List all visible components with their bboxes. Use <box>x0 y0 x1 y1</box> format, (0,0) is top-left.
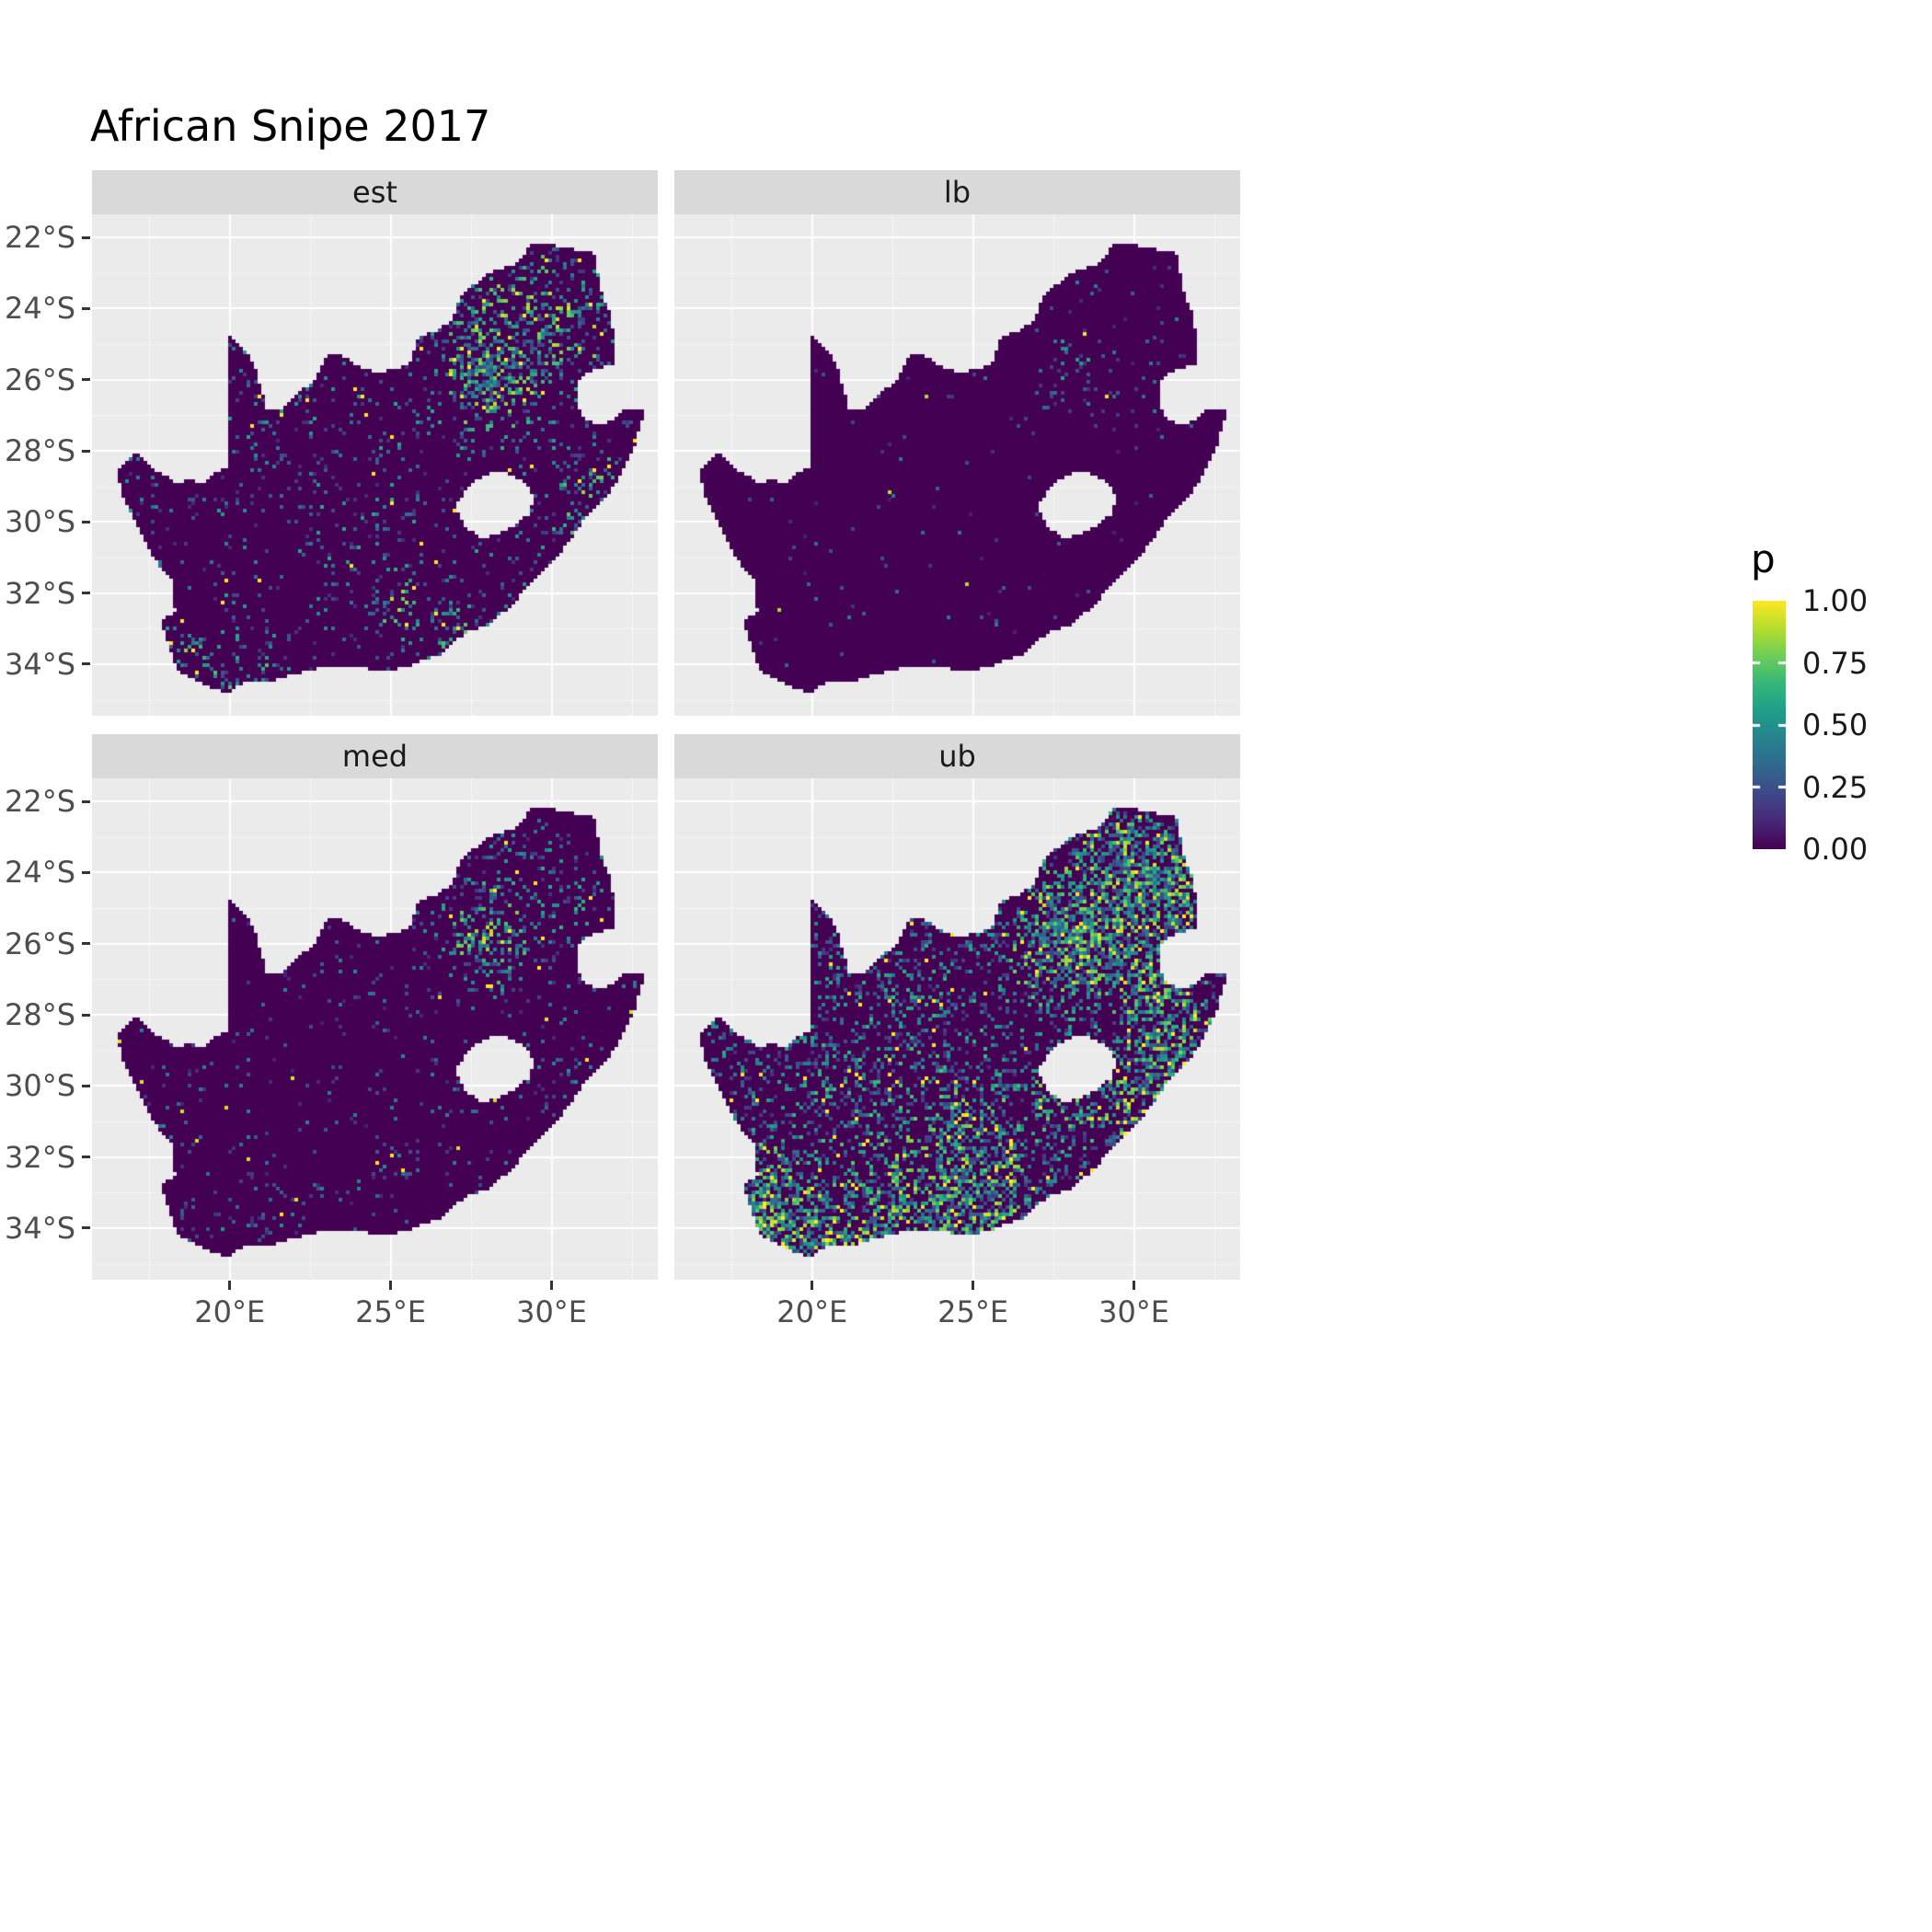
y-axis-tick-label: 34°S <box>4 646 75 682</box>
facet-strip-lb: lb <box>674 170 1240 214</box>
facet-panel-est <box>92 214 658 716</box>
y-axis-tick-mark <box>82 236 90 239</box>
legend-tick-label: 0.25 <box>1802 769 1869 805</box>
y-axis-tick-label: 32°S <box>4 575 75 611</box>
y-axis-tick-mark <box>82 592 90 595</box>
facet-strip-label: ub <box>938 739 976 774</box>
y-axis-tick-mark <box>82 306 90 310</box>
y-axis-tick-mark <box>82 1084 90 1087</box>
facet-strip-med: med <box>92 734 658 778</box>
legend-tick-label: 0.75 <box>1802 645 1869 681</box>
x-axis-tick-label: 30°E <box>1098 1294 1170 1329</box>
y-axis-tick-label: 32°S <box>4 1139 75 1175</box>
facet-strip-label: lb <box>943 175 972 210</box>
facet-strip-label: est <box>352 175 397 210</box>
x-axis-tick-mark <box>389 1281 393 1290</box>
legend-tick-label: 0.50 <box>1802 707 1869 742</box>
facet-strip-ub: ub <box>674 734 1240 778</box>
x-axis-tick-label: 25°E <box>937 1294 1009 1329</box>
facet-panel-lb <box>674 214 1240 716</box>
facet-strip-label: med <box>341 739 408 774</box>
legend-title: p <box>1751 536 1776 581</box>
y-axis-tick-label: 28°S <box>4 997 75 1033</box>
x-axis-tick-label: 30°E <box>516 1294 588 1329</box>
y-axis-tick-label: 22°S <box>4 220 75 256</box>
x-axis-tick-mark <box>228 1281 232 1290</box>
facet-panel-med <box>92 778 658 1280</box>
facet-strip-est: est <box>92 170 658 214</box>
x-axis-tick-mark <box>811 1281 814 1290</box>
y-axis-tick-label: 26°S <box>4 926 75 961</box>
x-axis-tick-label: 20°E <box>776 1294 848 1329</box>
legend-colorbar <box>1753 601 1786 849</box>
x-axis-tick-mark <box>550 1281 554 1290</box>
y-axis-tick-mark <box>82 1156 90 1159</box>
y-axis-tick-label: 34°S <box>4 1210 75 1246</box>
y-axis-tick-mark <box>82 1013 90 1017</box>
y-axis-tick-label: 24°S <box>4 855 75 891</box>
y-axis-tick-mark <box>82 870 90 874</box>
plot-title: African Snipe 2017 <box>90 101 491 151</box>
facet-panel-ub <box>674 778 1240 1280</box>
x-axis-tick-label: 25°E <box>355 1294 427 1329</box>
legend-tick-label: 0.00 <box>1802 832 1869 867</box>
y-axis-tick-label: 22°S <box>4 784 75 820</box>
y-axis-tick-mark <box>82 662 90 666</box>
y-axis-tick-mark <box>82 1226 90 1230</box>
y-axis-tick-mark <box>82 449 90 453</box>
y-axis-tick-label: 26°S <box>4 362 75 397</box>
y-axis-tick-label: 28°S <box>4 433 75 469</box>
y-axis-tick-label: 24°S <box>4 291 75 327</box>
y-axis-tick-mark <box>82 799 90 803</box>
x-axis-tick-mark <box>972 1281 975 1290</box>
y-axis-tick-mark <box>82 378 90 382</box>
x-axis-tick-label: 20°E <box>194 1294 266 1329</box>
legend-tick-label: 1.00 <box>1802 583 1869 618</box>
y-axis-tick-mark <box>82 942 90 946</box>
y-axis-tick-label: 30°S <box>4 504 75 540</box>
y-axis-tick-label: 30°S <box>4 1068 75 1104</box>
y-axis-tick-mark <box>82 520 90 523</box>
x-axis-tick-mark <box>1133 1281 1136 1290</box>
